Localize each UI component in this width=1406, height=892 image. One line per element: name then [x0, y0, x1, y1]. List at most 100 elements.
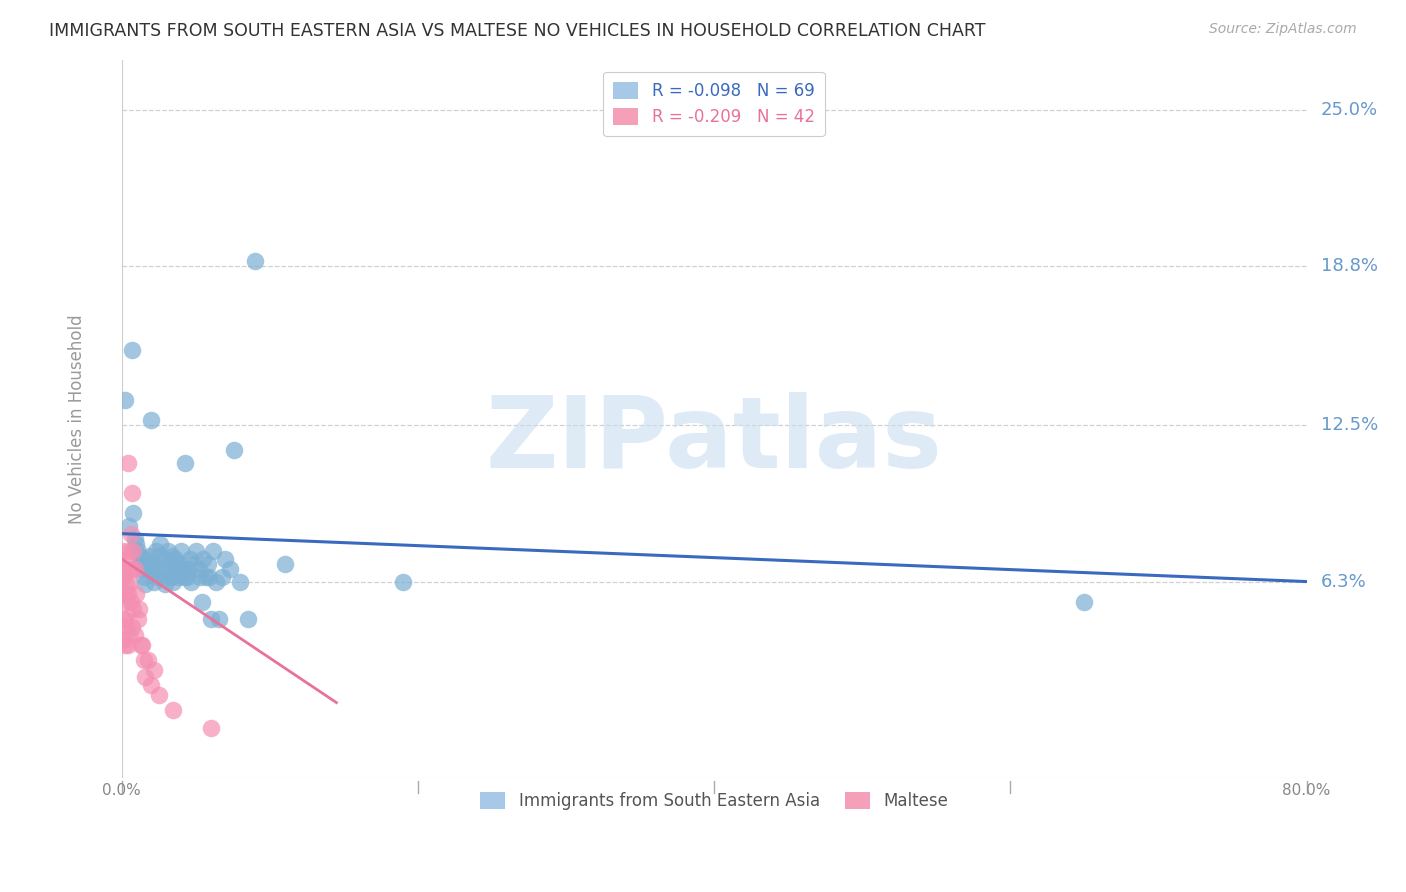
Point — [187, 562, 209, 576]
Point — [127, 612, 149, 626]
Point — [124, 627, 146, 641]
Point — [131, 562, 153, 576]
Point — [180, 574, 202, 589]
Point — [117, 638, 139, 652]
Point — [141, 678, 163, 692]
Point — [134, 577, 156, 591]
Text: 0.0%: 0.0% — [103, 783, 141, 798]
Point — [190, 595, 212, 609]
Point — [218, 562, 240, 576]
Point — [120, 526, 142, 541]
Point — [132, 653, 155, 667]
Point — [143, 574, 166, 589]
Point — [114, 587, 136, 601]
Point — [118, 577, 141, 591]
Point — [125, 537, 148, 551]
Point — [122, 544, 145, 558]
Point — [152, 569, 174, 583]
Point — [118, 544, 141, 558]
Text: No Vehicles in Household: No Vehicles in Household — [67, 314, 86, 524]
Point — [112, 587, 135, 601]
Point — [155, 552, 177, 566]
Point — [114, 392, 136, 407]
Point — [150, 562, 173, 576]
Point — [153, 577, 176, 591]
Point — [170, 544, 193, 558]
Text: 6.3%: 6.3% — [1320, 573, 1367, 591]
Point — [135, 562, 157, 576]
Point — [122, 602, 145, 616]
Point — [125, 587, 148, 601]
Point — [181, 557, 204, 571]
Point — [169, 557, 191, 571]
Point — [112, 612, 135, 626]
Legend: Immigrants from South Eastern Asia, Maltese: Immigrants from South Eastern Asia, Malt… — [474, 785, 955, 817]
Point — [114, 612, 136, 626]
Point — [243, 254, 266, 268]
Point — [112, 632, 135, 647]
Point — [177, 562, 200, 576]
Point — [129, 557, 152, 571]
Point — [229, 574, 252, 589]
Point — [114, 638, 136, 652]
Point — [145, 544, 167, 558]
Point — [174, 456, 197, 470]
Point — [159, 569, 181, 583]
Point — [128, 549, 150, 564]
Point — [115, 552, 138, 566]
Point — [211, 569, 233, 583]
Point — [136, 557, 159, 571]
Point — [208, 612, 231, 626]
Point — [115, 595, 138, 609]
Point — [157, 557, 180, 571]
Point — [134, 670, 156, 684]
Point — [127, 544, 149, 558]
Point — [143, 562, 166, 576]
Point — [176, 569, 198, 583]
Point — [202, 544, 225, 558]
Point — [117, 562, 139, 576]
Point — [128, 602, 150, 616]
Text: Source: ZipAtlas.com: Source: ZipAtlas.com — [1209, 22, 1357, 37]
Point — [224, 443, 246, 458]
Text: 80.0%: 80.0% — [1282, 783, 1331, 798]
Point — [114, 562, 136, 576]
Point — [162, 703, 184, 717]
Point — [115, 620, 138, 634]
Point — [392, 574, 415, 589]
Text: 18.8%: 18.8% — [1320, 258, 1378, 276]
Point — [160, 549, 183, 564]
Point — [162, 562, 184, 576]
Text: IMMIGRANTS FROM SOUTH EASTERN ASIA VS MALTESE NO VEHICLES IN HOUSEHOLD CORRELATI: IMMIGRANTS FROM SOUTH EASTERN ASIA VS MA… — [49, 22, 986, 40]
Point — [136, 653, 159, 667]
Point — [156, 544, 179, 558]
Point — [121, 562, 143, 576]
Point — [141, 413, 163, 427]
Point — [205, 574, 228, 589]
Point — [236, 612, 259, 626]
Point — [118, 627, 141, 641]
Point — [162, 574, 184, 589]
Point — [121, 620, 143, 634]
Point — [132, 552, 155, 566]
Point — [184, 544, 207, 558]
Point — [200, 612, 222, 626]
Point — [165, 559, 187, 574]
Point — [195, 569, 218, 583]
Point — [146, 569, 169, 583]
Point — [148, 549, 170, 564]
Point — [121, 343, 143, 357]
Point — [1073, 595, 1095, 609]
Point — [124, 562, 146, 576]
Point — [188, 569, 211, 583]
Point — [115, 577, 138, 591]
Text: 12.5%: 12.5% — [1320, 417, 1378, 434]
Point — [139, 549, 162, 564]
Point — [148, 688, 170, 702]
Point — [214, 552, 236, 566]
Point — [167, 569, 190, 583]
Point — [112, 544, 135, 558]
Point — [124, 532, 146, 546]
Point — [197, 557, 219, 571]
Point — [122, 507, 145, 521]
